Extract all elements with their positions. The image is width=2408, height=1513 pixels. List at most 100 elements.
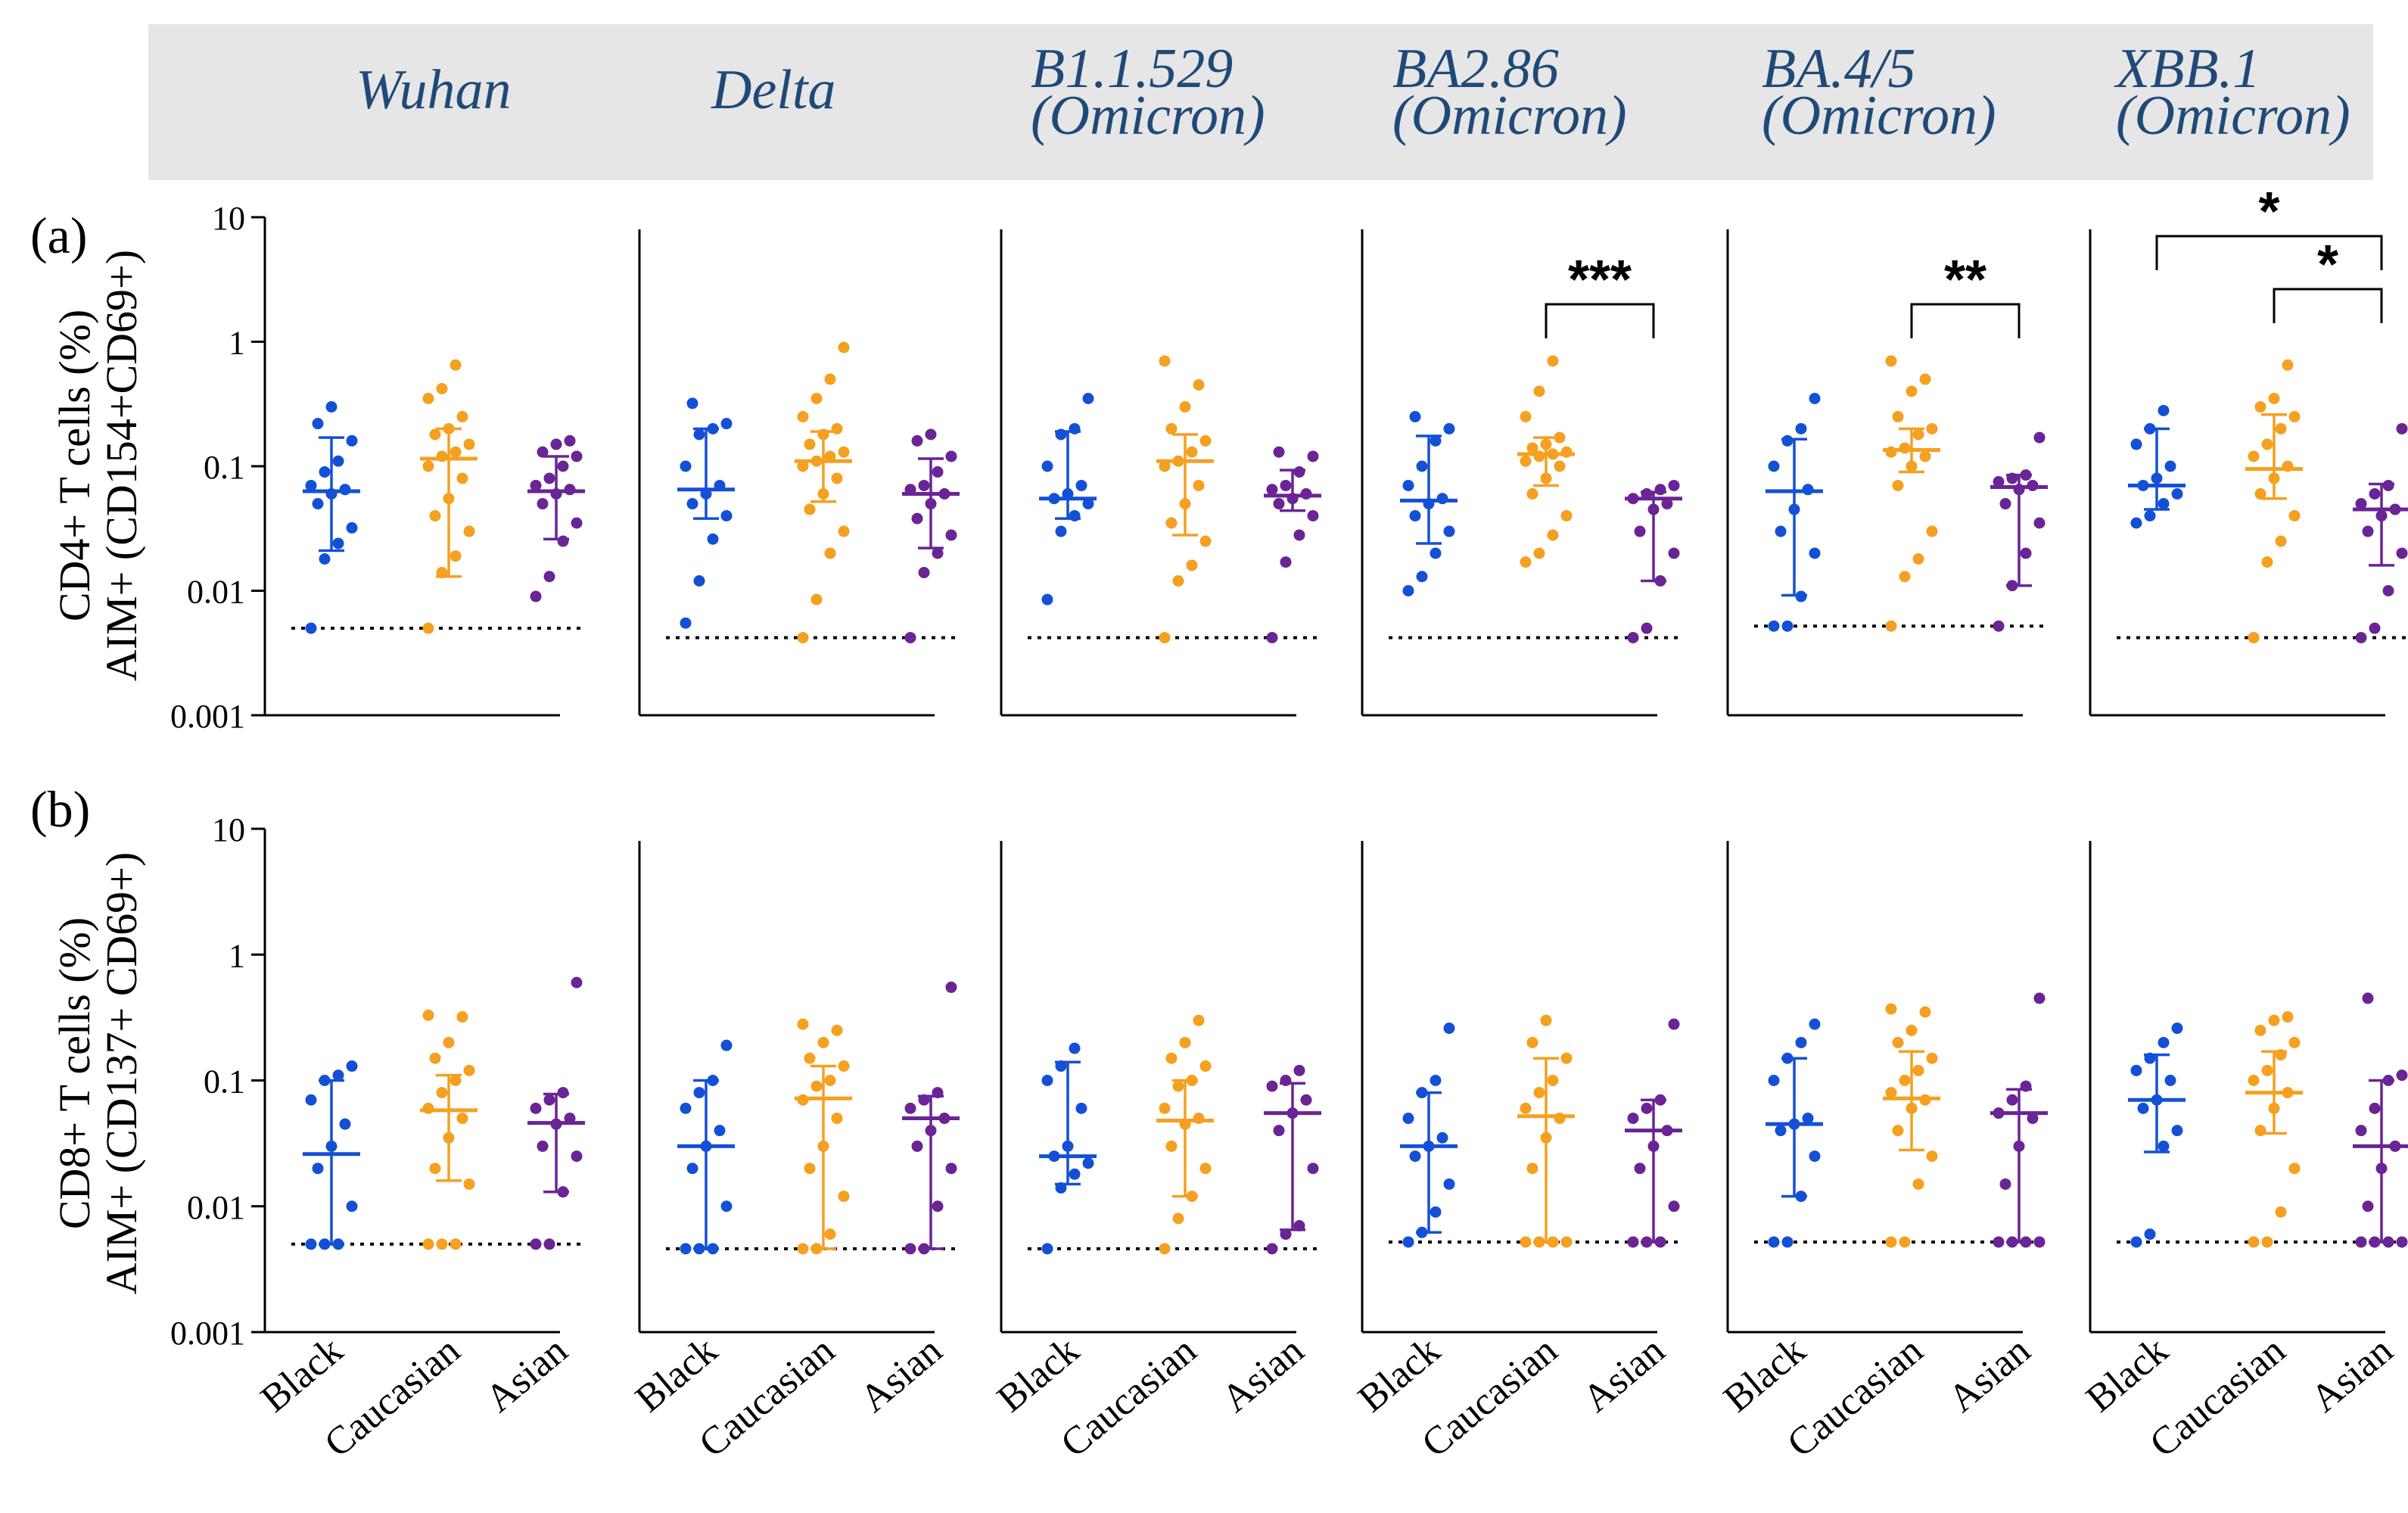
data-point: [1165, 422, 1178, 434]
variant-title-delta: Delta: [711, 62, 835, 118]
data-point: [1654, 1236, 1666, 1248]
data-point: [680, 460, 692, 472]
data-point: [1775, 1125, 1787, 1137]
data-point: [1526, 442, 1538, 454]
data-point: [1554, 1113, 1566, 1125]
data-point: [838, 1060, 850, 1072]
data-point: [1885, 1236, 1897, 1248]
data-point: [530, 1102, 542, 1114]
data-point: [1409, 411, 1421, 423]
data-point: [450, 359, 462, 371]
category-label-black: Black: [1350, 1329, 1448, 1421]
data-point: [2389, 1140, 2401, 1152]
data-point: [2144, 509, 2156, 521]
data-point: [824, 547, 836, 559]
data-point: [2151, 472, 2163, 484]
data-point: [797, 1243, 809, 1255]
data-point: [1647, 503, 1660, 515]
panel-r1-1: 10 1 0.1 0.01 0.001: [170, 200, 586, 735]
data-point: [450, 550, 462, 562]
data-point: [557, 1186, 569, 1198]
data-point: [797, 460, 809, 472]
data-point: [1661, 1125, 1673, 1137]
data-point: [1627, 493, 1639, 505]
data-point: [1416, 1087, 1428, 1099]
data-point: [1788, 503, 1800, 515]
data-point: [2375, 1163, 2388, 1175]
data-point: [1892, 411, 1904, 423]
data-point: [2013, 484, 2025, 496]
data-point: [904, 484, 916, 496]
data-point: [429, 1163, 441, 1175]
data-point: [1809, 1150, 1821, 1163]
data-point: [1899, 1075, 1911, 1086]
variant-title-ba286: BA2.86 (Omicron): [1392, 41, 1627, 144]
data-point: [1885, 446, 1897, 458]
data-point: [2282, 1087, 2294, 1099]
data-point: [1668, 1018, 1680, 1030]
data-point: [332, 1238, 344, 1250]
data-point: [429, 1052, 441, 1064]
data-point: [422, 1238, 434, 1250]
data-point: [2261, 1236, 2273, 1248]
data-point: [1926, 1052, 1938, 1064]
data-point: [463, 525, 475, 537]
data-point: [543, 1238, 555, 1250]
data-point: [1560, 509, 1573, 521]
data-point: [700, 487, 712, 500]
data-point: [838, 1191, 850, 1203]
data-point: [2033, 1236, 2046, 1248]
data-point: [1186, 1191, 1198, 1203]
y-tick-label: 0.01: [187, 1189, 245, 1226]
data-point: [2268, 1014, 2280, 1026]
data-point: [810, 1080, 823, 1092]
data-point: [2396, 422, 2408, 434]
data-point: [564, 434, 576, 447]
data-point: [1307, 1163, 1319, 1175]
data-point: [339, 484, 351, 496]
data-point: [332, 537, 344, 549]
data-point: [2275, 1206, 2287, 1218]
variant-title-xbb1: XBB.1 (Omicron): [2116, 41, 2350, 144]
data-point: [720, 418, 733, 430]
data-point: [925, 498, 937, 510]
data-point: [1172, 455, 1184, 467]
data-point: [2248, 450, 2260, 462]
data-point: [1781, 434, 1794, 447]
data-point: [700, 1140, 712, 1152]
data-point: [693, 1087, 705, 1099]
data-point: [680, 1243, 692, 1255]
data-point: [543, 1094, 555, 1106]
variant-title-line1: BA.4/5: [1762, 38, 1916, 100]
data-point: [1159, 1243, 1171, 1255]
data-point: [918, 479, 930, 491]
data-point: [429, 428, 441, 441]
data-point: [1634, 1163, 1646, 1175]
data-point: [1533, 1087, 1545, 1099]
data-point: [1654, 484, 1666, 496]
significance-bracket: [1910, 303, 2021, 338]
data-point: [422, 460, 434, 472]
data-point: [1993, 476, 2005, 488]
data-point: [2382, 479, 2394, 491]
data-point: [1293, 466, 1305, 478]
data-point: [2288, 1036, 2301, 1048]
variant-title-wuhan: Wuhan: [356, 62, 512, 118]
data-point: [2382, 585, 2394, 596]
data-point: [1443, 1178, 1455, 1190]
data-point: [1919, 1094, 1931, 1106]
data-point: [1186, 1075, 1198, 1086]
data-point: [1172, 1213, 1184, 1225]
data-point: [1926, 422, 1938, 434]
data-point: [1993, 1236, 2005, 1248]
data-point: [1627, 1236, 1639, 1248]
data-point: [1795, 1191, 1807, 1203]
data-point: [1795, 422, 1807, 434]
data-point: [2375, 509, 2388, 521]
data-point: [1293, 1064, 1305, 1076]
data-point: [1661, 498, 1673, 510]
data-point: [1641, 487, 1653, 500]
data-point: [925, 1125, 937, 1137]
